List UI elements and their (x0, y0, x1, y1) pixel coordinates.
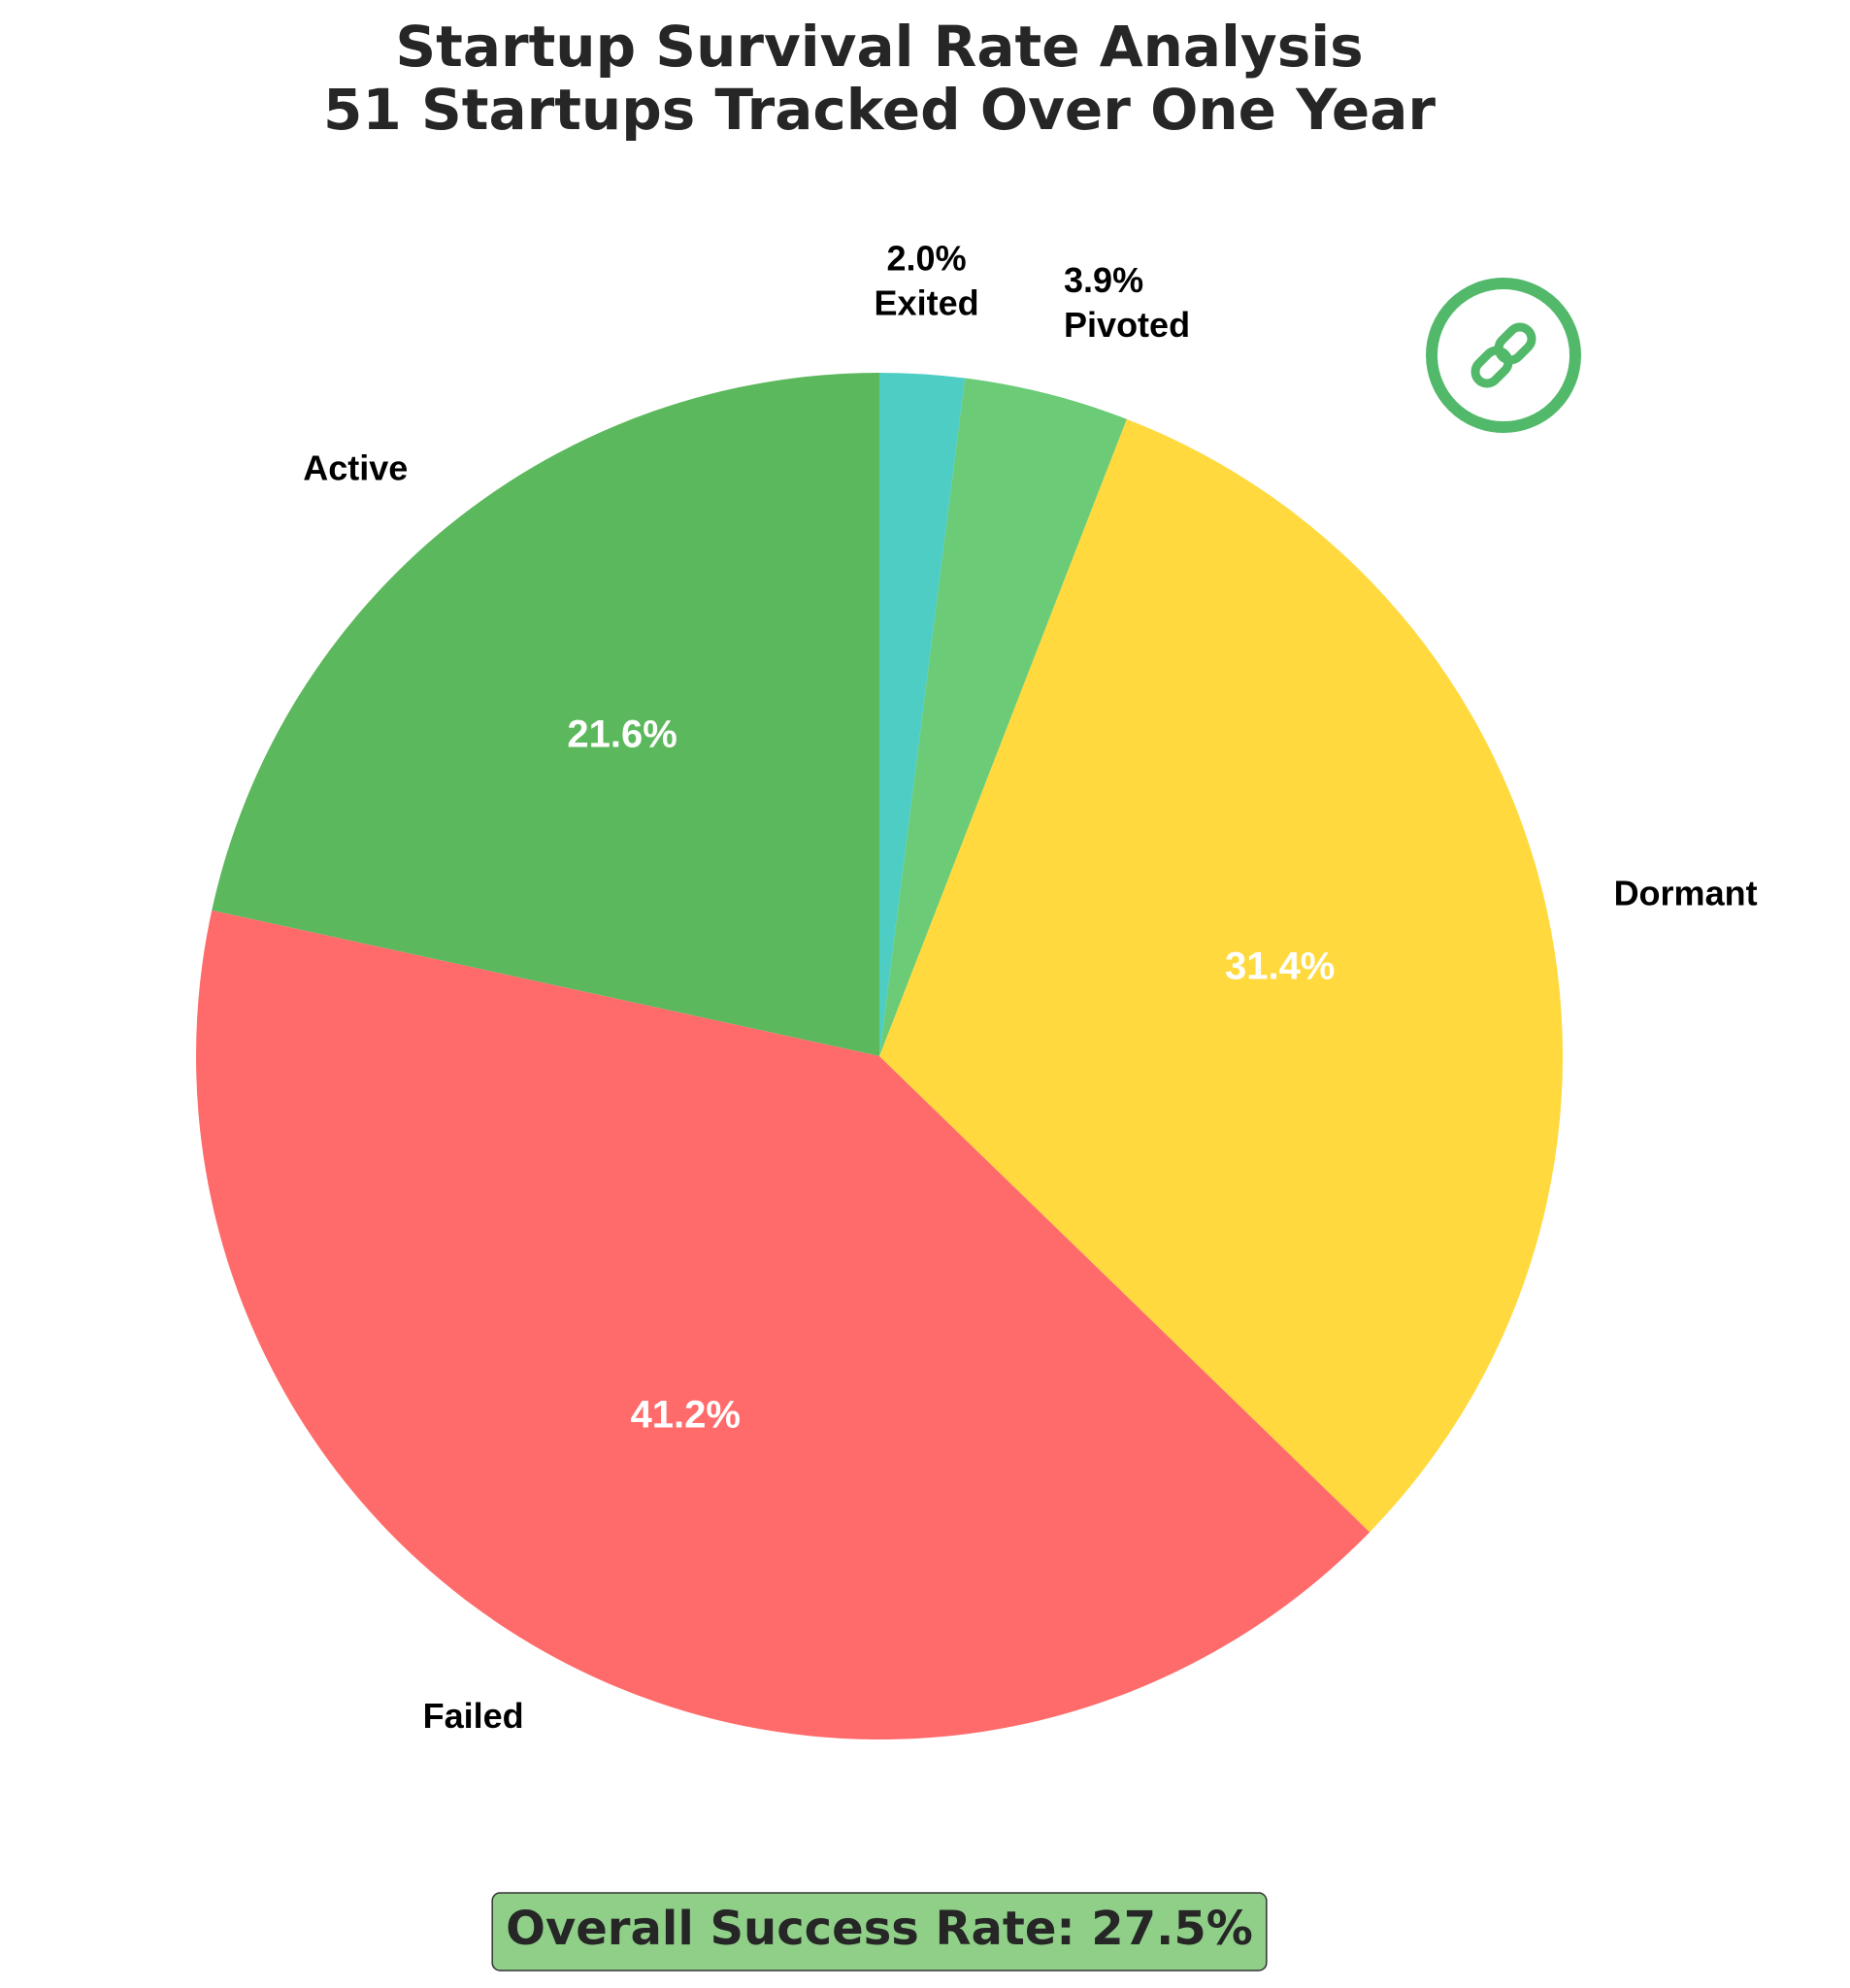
slice-percent: 41.2% (630, 1394, 740, 1437)
annotation-box (491, 1892, 1268, 1971)
slice-percent: 3.9% (1064, 260, 1143, 300)
chart-subtitle: 51 Startups Tracked Over One Year (323, 77, 1436, 143)
slice-label: Exited (875, 283, 979, 323)
pie-slice (879, 373, 966, 1056)
pie-slice (212, 373, 879, 1056)
link-icon (1426, 278, 1581, 433)
slice-percent: 21.6% (567, 713, 677, 756)
chart-title: Startup Survival Rate Analysis (395, 14, 1363, 80)
slice-label: Active (303, 447, 408, 487)
slice-percent: 2.0% (887, 239, 967, 279)
pie-slice (195, 910, 1371, 1740)
pie-slice (879, 418, 1563, 1533)
annotation: Overall Success Rate: 27.5% (491, 1892, 1268, 1971)
slice-percent: 31.4% (1225, 944, 1335, 987)
slice-label: Dormant (1614, 873, 1758, 912)
pie-slice (879, 378, 1127, 1057)
slice-label: Pivoted (1064, 305, 1190, 345)
slice-label: Failed (423, 1696, 524, 1736)
annotation-text: Overall Success Rate: 27.5% (506, 1902, 1253, 1956)
